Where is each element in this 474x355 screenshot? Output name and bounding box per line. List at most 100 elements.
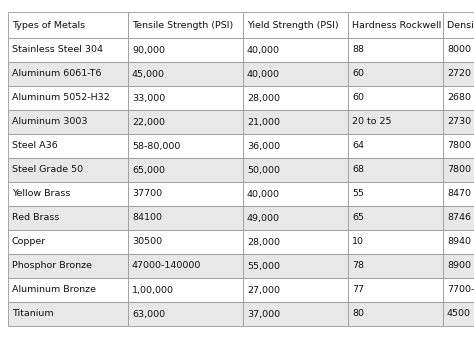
Bar (128, 254, 243, 278)
Bar (8, 62, 128, 86)
Bar (443, 254, 474, 278)
Bar (348, 254, 443, 278)
Text: 36,000: 36,000 (247, 142, 280, 151)
Bar (443, 12, 474, 38)
Text: Aluminum 5052-H32: Aluminum 5052-H32 (12, 93, 110, 103)
Text: 20 to 25: 20 to 25 (352, 118, 392, 126)
Bar (243, 12, 348, 38)
Bar (8, 230, 128, 254)
Bar (443, 62, 474, 86)
Bar (128, 38, 243, 62)
Text: 58-80,000: 58-80,000 (132, 142, 181, 151)
Bar (348, 86, 443, 110)
Bar (243, 62, 348, 86)
Bar (243, 230, 348, 254)
Bar (8, 254, 128, 278)
Bar (443, 86, 474, 110)
Text: 8746: 8746 (447, 213, 471, 223)
Text: 2730: 2730 (447, 118, 471, 126)
Text: 8940: 8940 (447, 237, 471, 246)
Text: Aluminum Bronze: Aluminum Bronze (12, 285, 96, 295)
Text: Density (Kg/m³): Density (Kg/m³) (447, 21, 474, 29)
Text: Red Brass: Red Brass (12, 213, 59, 223)
Text: 4500: 4500 (447, 310, 471, 318)
Bar (128, 158, 243, 182)
Text: 2720: 2720 (447, 70, 471, 78)
Bar (348, 158, 443, 182)
Text: 55: 55 (352, 190, 364, 198)
Bar (443, 134, 474, 158)
Text: Tensile Strength (PSI): Tensile Strength (PSI) (132, 21, 233, 29)
Text: 8470: 8470 (447, 190, 471, 198)
Bar (243, 182, 348, 206)
Bar (243, 206, 348, 230)
Bar (243, 302, 348, 326)
Text: Aluminum 6061-T6: Aluminum 6061-T6 (12, 70, 101, 78)
Text: 49,000: 49,000 (247, 213, 280, 223)
Text: 33,000: 33,000 (132, 93, 165, 103)
Bar (348, 206, 443, 230)
Text: 45,000: 45,000 (132, 70, 165, 78)
Text: 80: 80 (352, 310, 364, 318)
Text: 60: 60 (352, 93, 364, 103)
Bar (128, 302, 243, 326)
Bar (348, 278, 443, 302)
Text: 7800: 7800 (447, 165, 471, 175)
Bar (128, 86, 243, 110)
Bar (443, 182, 474, 206)
Text: Yield Strength (PSI): Yield Strength (PSI) (247, 21, 338, 29)
Text: 22,000: 22,000 (132, 118, 165, 126)
Bar (443, 230, 474, 254)
Text: 28,000: 28,000 (247, 237, 280, 246)
Bar (348, 12, 443, 38)
Bar (8, 182, 128, 206)
Bar (128, 62, 243, 86)
Text: 10: 10 (352, 237, 364, 246)
Bar (243, 254, 348, 278)
Text: Yellow Brass: Yellow Brass (12, 190, 70, 198)
Text: 88: 88 (352, 45, 364, 55)
Text: 40,000: 40,000 (247, 70, 280, 78)
Bar (128, 12, 243, 38)
Bar (128, 182, 243, 206)
Text: 28,000: 28,000 (247, 93, 280, 103)
Bar (128, 230, 243, 254)
Bar (443, 278, 474, 302)
Text: 8000: 8000 (447, 45, 471, 55)
Text: 21,000: 21,000 (247, 118, 280, 126)
Text: Phosphor Bronze: Phosphor Bronze (12, 262, 92, 271)
Text: 37,000: 37,000 (247, 310, 280, 318)
Text: 7700-8700: 7700-8700 (447, 285, 474, 295)
Bar (348, 230, 443, 254)
Bar (243, 86, 348, 110)
Bar (443, 38, 474, 62)
Bar (348, 302, 443, 326)
Bar (443, 302, 474, 326)
Text: 78: 78 (352, 262, 364, 271)
Bar (8, 12, 128, 38)
Bar (8, 278, 128, 302)
Bar (443, 206, 474, 230)
Text: 50,000: 50,000 (247, 165, 280, 175)
Bar (8, 38, 128, 62)
Text: 2680: 2680 (447, 93, 471, 103)
Bar (243, 278, 348, 302)
Bar (348, 62, 443, 86)
Bar (128, 278, 243, 302)
Bar (348, 134, 443, 158)
Text: 65,000: 65,000 (132, 165, 165, 175)
Bar (128, 206, 243, 230)
Text: 47000-140000: 47000-140000 (132, 262, 201, 271)
Bar (348, 110, 443, 134)
Bar (8, 86, 128, 110)
Text: 64: 64 (352, 142, 364, 151)
Bar (243, 38, 348, 62)
Bar (348, 38, 443, 62)
Bar (443, 158, 474, 182)
Bar (8, 302, 128, 326)
Text: Stainless Steel 304: Stainless Steel 304 (12, 45, 103, 55)
Text: Aluminum 3003: Aluminum 3003 (12, 118, 88, 126)
Text: 37700: 37700 (132, 190, 162, 198)
Text: 65: 65 (352, 213, 364, 223)
Text: 68: 68 (352, 165, 364, 175)
